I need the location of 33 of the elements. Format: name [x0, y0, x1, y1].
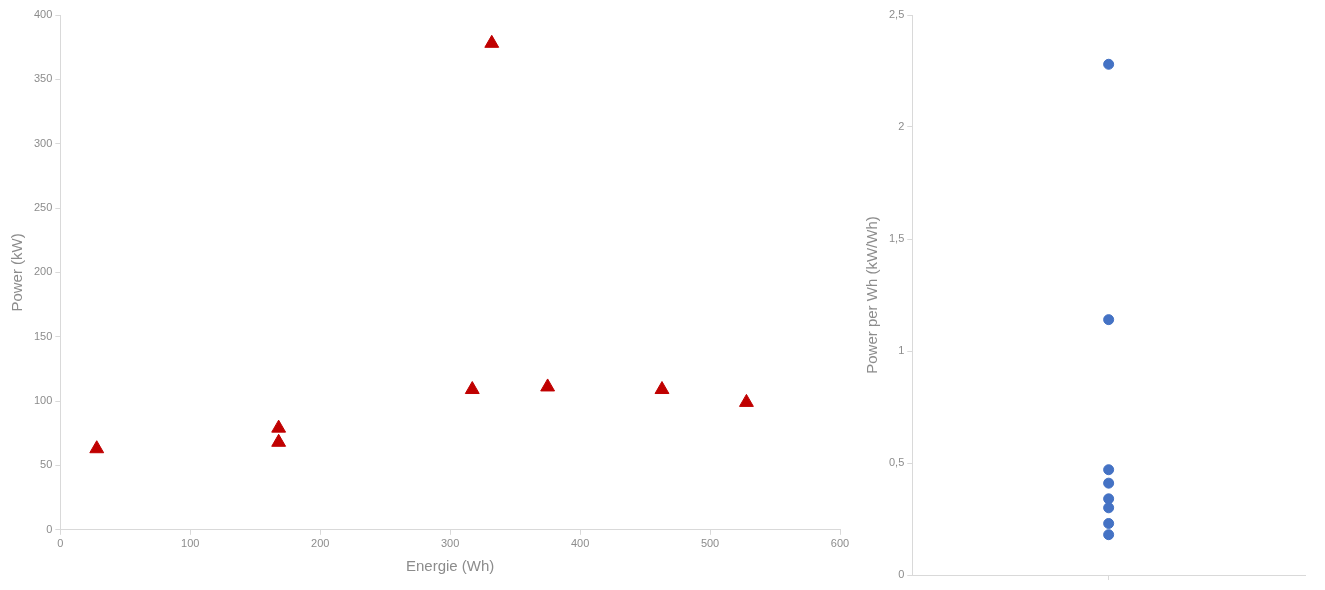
y-tick-label: 0,5 [888, 456, 905, 469]
y-axis-title: Power per Wh (kW/Wh) [863, 216, 881, 374]
y-tick-label: 0 [46, 522, 53, 535]
x-tick-label: 0 [57, 537, 64, 550]
point [271, 419, 287, 433]
x-axis-title: Energie (Wh) [406, 557, 495, 575]
point [739, 393, 754, 407]
y-tick-label: 2 [898, 120, 905, 133]
y-tick-label: 200 [33, 265, 53, 278]
point [271, 433, 287, 447]
x-tick-label: 300 [441, 537, 460, 550]
y-tick-label: 1 [898, 344, 905, 357]
y-axis-title: Power (kW) [8, 233, 26, 312]
y-tick-label: 150 [33, 329, 53, 342]
y-tick-label: 2,5 [888, 8, 905, 21]
y-tick-label: 100 [33, 394, 53, 407]
y-tick-label: 1,5 [888, 232, 905, 245]
x-tick-label: 600 [830, 537, 850, 550]
point [540, 378, 556, 392]
point [484, 34, 500, 48]
point [89, 440, 105, 454]
x-tick-label: 200 [311, 537, 330, 550]
y-tick-label: 0 [898, 568, 905, 581]
point [464, 381, 480, 395]
x-tick-label: 400 [570, 537, 590, 550]
point [654, 381, 670, 395]
y-tick-label: 350 [33, 72, 53, 85]
y-tick-label: 250 [33, 201, 53, 214]
y-tick-label: 300 [33, 136, 53, 149]
y-tick-label: 400 [33, 8, 53, 21]
x-tick-label: 500 [700, 537, 720, 550]
y-tick-label: 50 [40, 458, 53, 471]
x-tick-label: 100 [181, 537, 200, 550]
